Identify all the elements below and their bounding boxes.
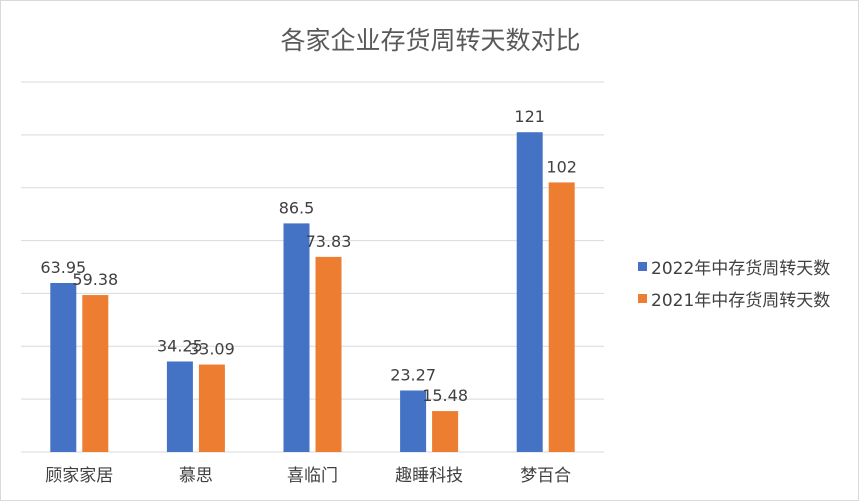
legend-item-2021: 2021年中存货周转天数: [638, 286, 830, 311]
data-label-2021-2: 73.83: [306, 232, 352, 251]
bar-2021-4: [548, 182, 575, 452]
data-label-2021-1: 33.09: [189, 340, 235, 359]
legend-swatch-2022: [638, 262, 647, 271]
legend-swatch-2021: [638, 294, 647, 303]
data-label-2022-3: 23.27: [390, 366, 436, 385]
x-tick-label: 趣睡科技: [395, 466, 463, 486]
data-label-2021-3: 15.48: [422, 386, 468, 405]
data-label-2022-2: 86.5: [279, 198, 315, 217]
data-label-2021-4: 102: [546, 157, 577, 176]
data-label-2022-1: 34.25: [157, 336, 203, 355]
data-label-2022-4: 121: [514, 107, 545, 126]
bar-2022-3: [400, 390, 427, 452]
bar-2022-1: [166, 361, 193, 452]
bars: [50, 132, 575, 452]
bar-2022-0: [50, 282, 77, 452]
legend-label-2022: 2022年中存货周转天数: [651, 259, 831, 279]
bar-2021-1: [198, 364, 225, 452]
x-axis-labels: 顾家家居 慕思 喜临门 趣睡科技 梦百合: [45, 466, 571, 486]
gridlines: [21, 81, 604, 453]
bar-2022-2: [283, 223, 310, 452]
x-tick-label: 顾家家居: [45, 466, 113, 486]
legend-label-2021: 2021年中存货周转天数: [651, 291, 831, 311]
data-label-2021-0: 59.38: [72, 270, 118, 289]
legend-item-2022: 2022年中存货周转天数: [638, 254, 830, 279]
bar-2021-0: [82, 295, 109, 452]
bar-2022-4: [516, 132, 543, 452]
bar-2021-3: [432, 411, 459, 452]
x-tick-label: 梦百合: [520, 466, 571, 486]
data-label-2022-0: 63.95: [40, 258, 86, 277]
x-tick-label: 喜临门: [287, 466, 338, 486]
bar-2021-2: [315, 256, 342, 452]
chart-title: 各家企业存货周转天数对比: [280, 26, 581, 55]
x-tick-label: 慕思: [179, 466, 213, 486]
